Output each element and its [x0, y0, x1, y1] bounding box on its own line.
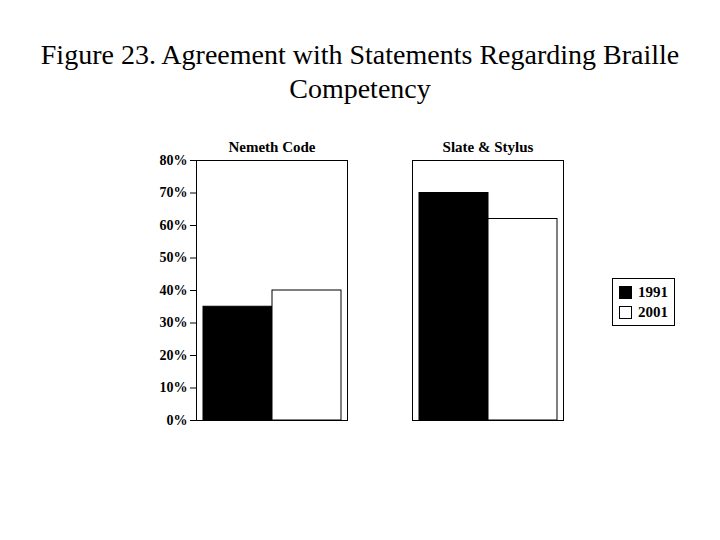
svg-text:Slate & Stylus: Slate & Stylus	[443, 140, 534, 155]
svg-text:10%: 10%	[160, 380, 188, 395]
svg-text:70%: 70%	[160, 185, 188, 200]
html-text:Figure 23. Agreement with Stat: Figure 23. Agreement with Statements Reg…	[40, 39, 680, 104]
svg-text:80%: 80%	[160, 153, 188, 168]
svg-text:20%: 20%	[160, 348, 188, 363]
svg-text:30%: 30%	[160, 315, 188, 330]
svg-text:60%: 60%	[160, 218, 188, 233]
html-text:2001: 2001	[638, 304, 668, 320]
html-text:1991: 1991	[638, 284, 668, 300]
svg-text:50%: 50%	[160, 250, 188, 265]
svg-text:40%: 40%	[160, 283, 188, 298]
svg-text:Nemeth Code: Nemeth Code	[228, 140, 315, 155]
svg-text:0%: 0%	[167, 413, 188, 428]
